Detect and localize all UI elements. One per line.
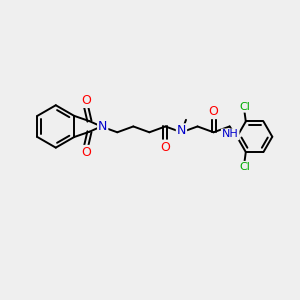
Text: O: O xyxy=(160,141,170,154)
Text: Cl: Cl xyxy=(239,162,250,172)
Text: Cl: Cl xyxy=(239,102,250,112)
Text: NH: NH xyxy=(222,129,238,140)
Text: N: N xyxy=(177,124,186,137)
Text: O: O xyxy=(81,146,91,159)
Text: N: N xyxy=(98,120,107,133)
Text: O: O xyxy=(208,105,218,118)
Text: O: O xyxy=(81,94,91,107)
